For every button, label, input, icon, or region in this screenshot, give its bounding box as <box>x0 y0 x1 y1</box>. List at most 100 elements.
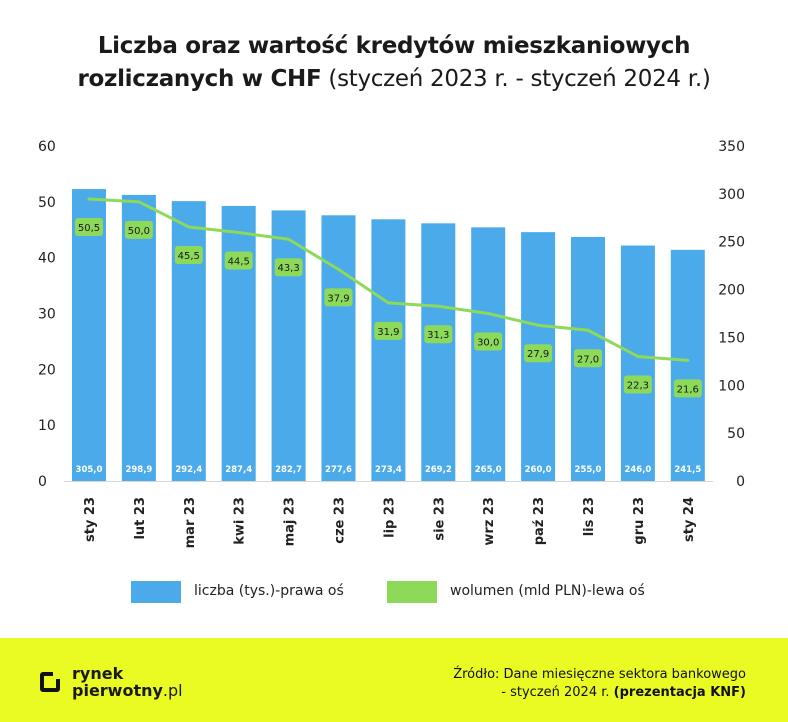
source-line-2-bold: (prezentacja KNF) <box>613 685 746 700</box>
bar-data-label: 241,5 <box>674 465 701 475</box>
footer: rynek pierwotny.pl Źródło: Dane miesięcz… <box>0 638 788 722</box>
line-data-label: 30,0 <box>477 338 499 349</box>
line-point <box>237 231 241 235</box>
bar-data-label: 255,0 <box>575 465 602 475</box>
title-line-2-light: (styczeń 2023 r. - styczeń 2024 r.) <box>321 66 711 92</box>
left-axis-tick-label: 10 <box>38 418 56 434</box>
x-axis-tick-label: sie 23 <box>432 497 447 541</box>
right-axis-tick-label: 100 <box>718 378 745 394</box>
line-label-box <box>274 258 303 277</box>
line-data-label: 22,3 <box>627 380 649 391</box>
left-axis-tick-label: 60 <box>38 139 56 155</box>
line-data-label: 44,5 <box>228 257 250 268</box>
bar <box>620 245 655 481</box>
bar <box>321 215 356 481</box>
brand-logo[interactable]: rynek pierwotny.pl <box>40 664 183 704</box>
right-axis-tick-label: 50 <box>727 426 745 442</box>
line-point <box>337 267 340 271</box>
source-line-2: - styczeń 2024 r. (prezentacja KNF) <box>453 684 746 702</box>
line-label-box <box>75 218 103 237</box>
bar <box>471 227 506 481</box>
x-axis-tick-label: lis 23 <box>582 497 597 536</box>
logo-text-line-2: pierwotny.pl <box>72 682 183 699</box>
line-point <box>436 304 440 308</box>
chart-title: Liczba oraz wartość kredytów mieszkaniow… <box>0 30 788 96</box>
x-axis-tick-label: gru 23 <box>632 497 647 545</box>
title-line-2: rozliczanych w CHF (styczeń 2023 r. - st… <box>0 63 788 96</box>
chart-svg: 0 10 20 30 40 50 60 0 50 100 150 200 250 300 350 305,0 2… <box>38 139 745 548</box>
legend-line-label: wolumen (mld PLN)-lewa oś <box>450 583 645 599</box>
line-point <box>137 200 141 204</box>
bar-data-label: 269,2 <box>425 465 452 475</box>
bar <box>371 219 406 481</box>
line-label-box <box>224 251 253 270</box>
x-axis-tick-label: wrz 23 <box>482 497 497 546</box>
line-point <box>187 225 191 229</box>
bar-data-label: 292,4 <box>175 465 202 475</box>
left-axis-tick-label: 0 <box>38 474 47 490</box>
source-line-1: Źródło: Dane miesięczne sektora bankoweg… <box>453 667 746 682</box>
right-axis-tick-label: 350 <box>718 139 745 155</box>
title-line-1: Liczba oraz wartość kredytów mieszkaniow… <box>97 33 691 59</box>
line-data-label: 27,9 <box>527 349 549 360</box>
x-axis-tick-label: kwi 23 <box>233 497 248 545</box>
line-label-box <box>124 220 153 239</box>
logo-mark-icon <box>40 670 62 692</box>
left-axis-tick-label: 20 <box>38 362 56 378</box>
legend-bar-swatch <box>131 581 181 603</box>
right-axis-tick-label: 0 <box>736 474 745 490</box>
bar-data-label: 260,0 <box>525 465 552 475</box>
bar-data-label: 298,9 <box>125 465 152 475</box>
line-label-box <box>673 379 702 398</box>
line-label-box <box>174 245 203 264</box>
line-point <box>287 237 291 241</box>
bar-data-label: 246,0 <box>624 465 651 475</box>
line-data-label: 27,0 <box>577 354 599 365</box>
line-label-box <box>474 332 503 351</box>
line-point <box>536 323 540 327</box>
line-data-label: 43,3 <box>277 263 299 274</box>
bar <box>72 189 106 482</box>
line-label-box <box>524 344 553 363</box>
line-data-label: 50,5 <box>78 223 100 234</box>
bar-data-label: 287,4 <box>225 465 252 475</box>
line-label-box <box>374 321 403 340</box>
bar <box>221 205 256 481</box>
source-line-2-text: - styczeń 2024 r. <box>501 685 614 700</box>
bar-data-label: 273,4 <box>375 465 402 475</box>
bar <box>670 249 705 481</box>
line-label-box <box>424 325 453 344</box>
bar-data-label: 305,0 <box>76 465 103 475</box>
left-axis-tick-label: 50 <box>38 195 56 211</box>
line-point <box>87 197 91 201</box>
x-axis-tick-label: lut 23 <box>133 497 148 540</box>
x-axis-tick-label: cze 23 <box>333 497 348 544</box>
x-axis-tick-label: paź 23 <box>532 497 547 545</box>
legend: liczba (tys.)-prawa oś wolumen (mld PLN)… <box>0 581 788 605</box>
bar-data-label: 277,6 <box>325 465 352 475</box>
right-axis-tick-label: 250 <box>718 235 745 251</box>
line-point <box>686 358 690 362</box>
legend-line-swatch <box>387 581 437 603</box>
source-note: Źródło: Dane miesięczne sektora bankoweg… <box>453 666 746 702</box>
x-axis-tick-label: sty 23 <box>83 497 98 542</box>
left-axis-tick-label: 30 <box>38 307 56 323</box>
line-point <box>386 301 390 305</box>
x-axis-tick-label: lip 23 <box>382 497 397 538</box>
x-axis-tick-label: sty 24 <box>682 497 697 542</box>
line-data-label: 31,3 <box>427 330 449 341</box>
bar-data-label: 282,7 <box>275 465 302 475</box>
right-axis-tick-label: 200 <box>718 283 745 299</box>
legend-bar-label: liczba (tys.)-prawa oś <box>194 583 344 599</box>
bar <box>121 194 156 481</box>
logo-text-suffix: .pl <box>162 681 183 700</box>
bar <box>421 223 456 481</box>
x-axis-tick-label: maj 23 <box>283 497 298 546</box>
line-data-label: 45,5 <box>178 251 200 262</box>
title-line-2-bold: rozliczanych w CHF <box>77 66 322 92</box>
bar <box>171 201 206 482</box>
right-axis-tick-label: 150 <box>718 330 745 346</box>
line-label-box <box>574 349 602 368</box>
line-label-box <box>623 375 652 394</box>
bar <box>271 210 306 481</box>
